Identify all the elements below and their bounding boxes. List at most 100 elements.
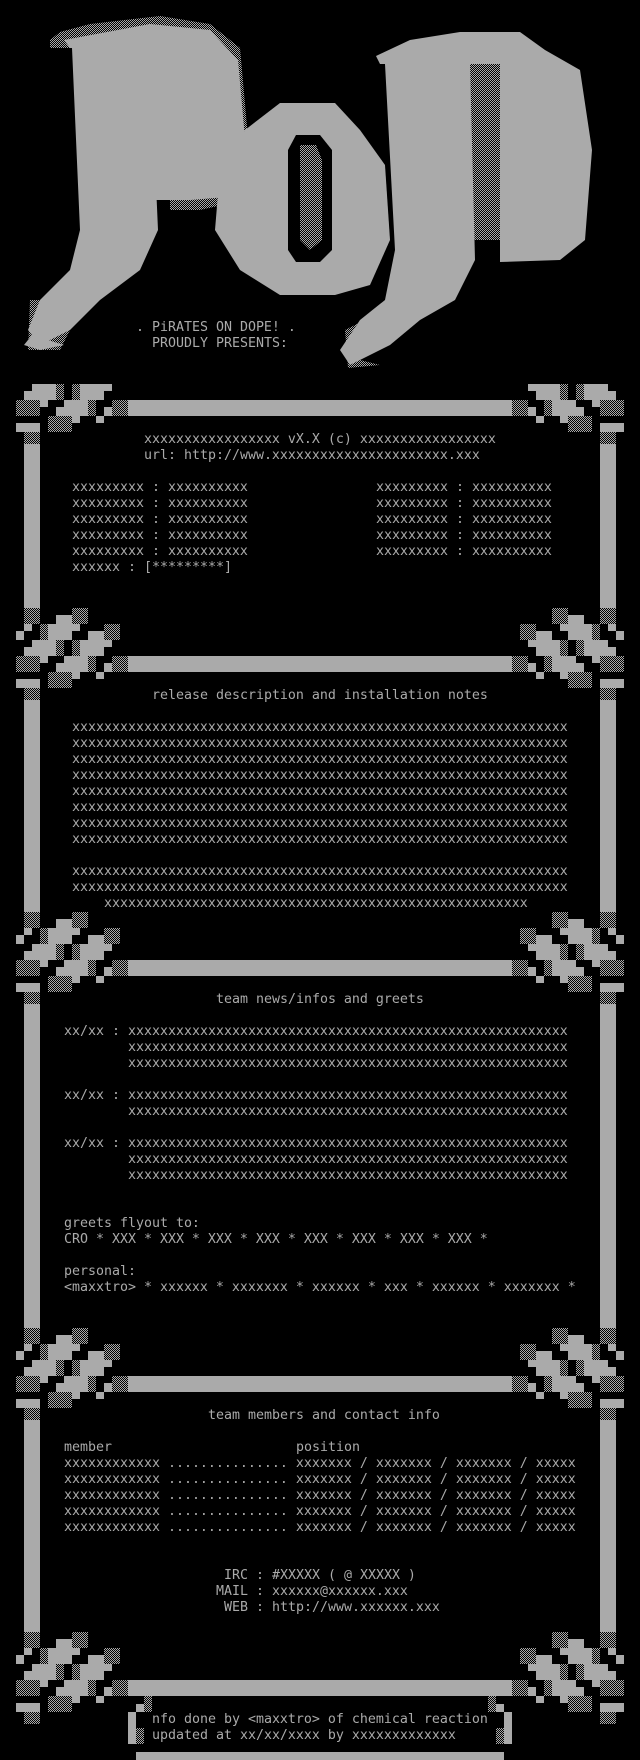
footer-box <box>496 1728 504 1744</box>
frame-side-bar <box>600 700 616 904</box>
frame-corner <box>560 640 568 656</box>
frame-corner <box>40 1344 48 1360</box>
logo-letter-d <box>340 32 592 368</box>
frame-corner <box>592 1344 600 1360</box>
frame-corner <box>56 1639 72 1648</box>
frame-corner <box>104 407 112 416</box>
frame-corner <box>600 600 616 608</box>
frame-corner <box>24 1712 40 1724</box>
footer-credits: nfo done by <maxxtro> of chemical reacti… <box>152 1712 488 1727</box>
frame-corner <box>568 928 592 944</box>
frame-corner <box>80 1367 104 1376</box>
frame-corner <box>552 400 576 416</box>
group-tagline: . PiRATES ON DOPE! . <box>136 320 296 335</box>
frame-corner <box>536 1696 544 1703</box>
frame-corner <box>528 640 560 647</box>
frame-corner <box>608 951 616 960</box>
frame-corner <box>536 647 560 656</box>
frame-corner <box>32 1664 56 1680</box>
frame-corner <box>552 960 576 976</box>
frame-corner <box>616 631 624 640</box>
rating-row: xxxxxx : [*********] <box>72 560 232 575</box>
frame-corner <box>568 416 592 432</box>
footer-box <box>136 1728 144 1744</box>
frame-corner <box>112 1376 128 1392</box>
frame-corner <box>520 928 536 944</box>
field-row: xxxxxxxxx : xxxxxxxxxx <box>376 512 552 527</box>
contact-web[interactable]: WEB : http://www.xxxxxx.xxx <box>224 1600 440 1615</box>
frame-corner <box>576 1360 584 1376</box>
frame-corner <box>88 1680 96 1696</box>
frame-corner <box>16 631 24 640</box>
column-header-member: member <box>64 1440 112 1455</box>
frame-side-bar <box>600 1004 616 1320</box>
frame-corner <box>552 656 576 672</box>
frame-corner <box>88 400 96 416</box>
frame-corner <box>600 1408 616 1420</box>
frame-corner <box>584 1664 608 1680</box>
greets-list: CRO * XXX * XXX * XXX * XXX * XXX * XXX … <box>64 1232 488 1247</box>
frame-corner <box>112 960 128 976</box>
frame-corner <box>528 663 536 672</box>
frame-corner <box>40 1376 48 1383</box>
frame-corner <box>552 608 568 624</box>
frame-corner <box>600 1703 624 1712</box>
frame-corner <box>48 1648 72 1664</box>
frame-corner <box>536 1655 552 1664</box>
frame-corner <box>112 656 128 672</box>
frame-corner <box>600 1320 616 1328</box>
frame-bar <box>128 656 512 672</box>
frame-corner <box>592 400 600 407</box>
frame-corner <box>552 1680 576 1696</box>
frame-corner <box>600 423 624 432</box>
frame-corner <box>600 688 616 700</box>
frame-corner <box>16 1703 40 1712</box>
frame-corner <box>40 400 48 407</box>
frame-corner <box>48 1344 72 1360</box>
frame-corner <box>16 1655 24 1664</box>
frame-corner <box>24 1624 40 1632</box>
release-url[interactable]: url: http://www.xxxxxxxxxxxxxxxxxxxxxx.x… <box>144 448 480 463</box>
frame-corner <box>24 1328 40 1344</box>
frame-corner <box>568 976 592 992</box>
frame-corner <box>560 944 568 960</box>
frame-corner <box>16 1399 40 1408</box>
table-row: xxxxxxxxxxxx ............... xxxxxxx / x… <box>64 1520 576 1535</box>
frame-corner <box>560 976 568 983</box>
frame-bar <box>128 1376 512 1392</box>
frame-corner <box>552 1376 576 1392</box>
frame-corner <box>64 1680 88 1696</box>
frame-corner <box>72 1696 80 1703</box>
frame-corner <box>600 1376 624 1392</box>
frame-corner <box>16 1376 40 1392</box>
frame-corner <box>512 1376 528 1392</box>
frame-corner <box>72 608 88 624</box>
frame-corner <box>528 944 560 951</box>
frame-corner <box>72 384 80 400</box>
frame-corner <box>104 1383 112 1392</box>
contact-mail[interactable]: MAIL : xxxxxx@xxxxxx.xxx <box>216 1584 408 1599</box>
field-row: xxxxxxxxx : xxxxxxxxxx <box>376 544 552 559</box>
frame-corner <box>528 967 536 976</box>
frame-corner <box>64 656 88 672</box>
frame-corner <box>104 1687 112 1696</box>
frame-corner <box>536 416 544 423</box>
frame-corner <box>24 624 32 631</box>
frame-corner <box>528 1360 560 1367</box>
frame-corner <box>64 1376 88 1392</box>
frame-corner <box>600 400 624 416</box>
frame-corner <box>592 1648 600 1664</box>
frame-corner <box>608 391 616 400</box>
news-text: xxxxxxxxxxxxxxxxxxxxxxxxxxxxxxxxxxxxxxxx… <box>128 1088 568 1119</box>
frame-corner <box>80 391 104 400</box>
frame-corner <box>560 928 568 935</box>
frame-corner <box>536 935 552 944</box>
frame-corner <box>16 423 40 432</box>
frame-corner <box>72 640 80 656</box>
frame-corner <box>24 951 32 960</box>
frame-corner <box>48 976 72 992</box>
frame-corner <box>592 624 600 640</box>
frame-corner <box>568 1648 592 1664</box>
frame-corner <box>552 912 568 928</box>
frame-corner <box>80 1664 112 1671</box>
